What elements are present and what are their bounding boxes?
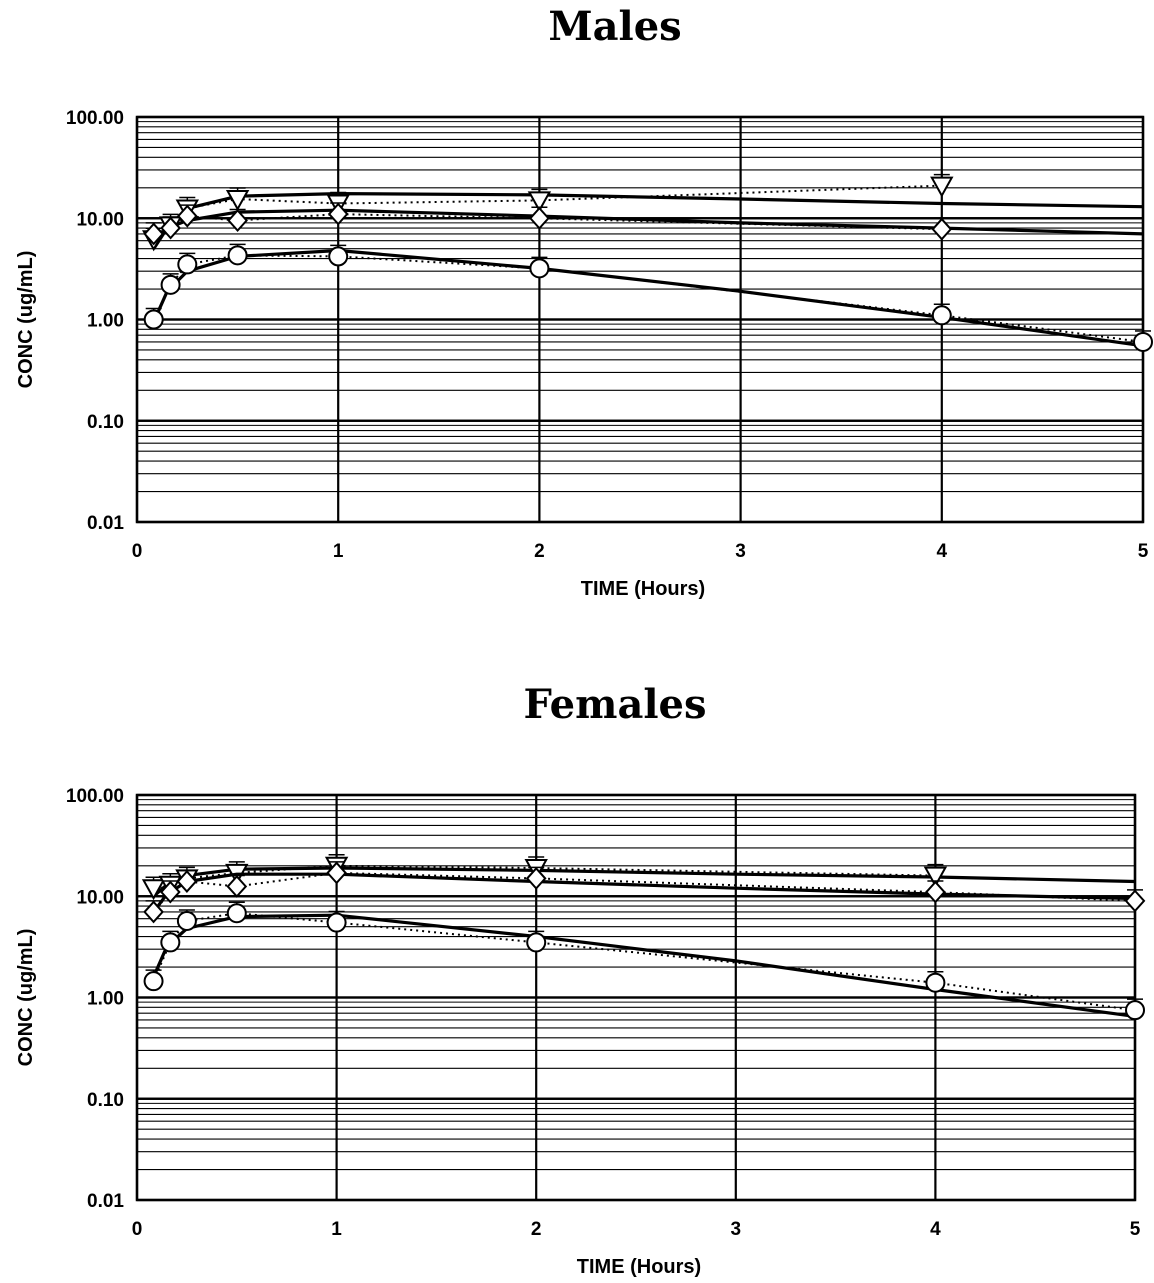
y-tick-label: 0.01 <box>87 1191 124 1212</box>
data-point-triangle <box>141 879 166 901</box>
x-tick-label: 3 <box>731 1219 742 1240</box>
data-point-circle <box>160 274 181 295</box>
x-tick-label: 5 <box>1138 541 1149 562</box>
data-point-diamond <box>176 204 198 228</box>
data-point-diamond <box>227 209 248 233</box>
chart-title: Females <box>523 681 706 728</box>
data-point-diamond <box>143 222 165 246</box>
chart-panel-females: Females 0 1 2 3 4 5 100.00 10.00 1.00 0.10 0.01 TIM… <box>15 681 1146 1278</box>
data-point-circle <box>143 971 164 992</box>
x-tick-label: 2 <box>531 1219 542 1240</box>
data-point-diamond <box>226 874 248 898</box>
y-tick-label: 1.00 <box>87 311 124 332</box>
x-tick-label: 2 <box>534 541 545 562</box>
data-point-circle <box>326 912 347 933</box>
data-point-circle <box>529 258 550 279</box>
data-point-circle <box>176 910 197 931</box>
chart-title: Males <box>548 3 681 50</box>
data-point-triangle <box>527 191 552 213</box>
data-point-circle <box>177 254 198 275</box>
data-point-circle <box>143 309 164 330</box>
data-point-diamond <box>176 869 198 893</box>
y-tick-label: 10.00 <box>76 209 124 230</box>
y-tick-label: 0.10 <box>87 1090 124 1111</box>
observed-line-circle <box>152 912 1136 1012</box>
chart-panel-males: Males 0 1 2 3 4 5 100.00 10.00 1.00 0.10 0.01 TIME … <box>15 3 1153 600</box>
data-point-triangle <box>923 866 948 888</box>
data-point-diamond <box>931 217 953 241</box>
y-axis-label: CONC (ug/mL) <box>15 251 37 389</box>
data-point-circle <box>160 932 181 953</box>
x-tick-label: 5 <box>1130 1219 1141 1240</box>
y-tick-label: 10.00 <box>76 887 124 908</box>
x-tick-label: 0 <box>132 1219 143 1240</box>
y-tick-label: 0.01 <box>87 513 124 534</box>
x-tick-label: 4 <box>930 1219 941 1240</box>
data-point-diamond <box>326 861 347 885</box>
x-axis-label: TIME (Hours) <box>581 578 705 600</box>
data-point-diamond <box>160 216 181 240</box>
data-point-circle <box>526 932 547 953</box>
x-tick-label: 0 <box>132 541 143 562</box>
x-tick-label: 1 <box>331 1219 342 1240</box>
data-point-diamond <box>327 202 349 226</box>
data-point-circle <box>1133 331 1153 352</box>
data-point-diamond <box>143 900 164 924</box>
data-point-circle <box>1125 1000 1145 1021</box>
y-tick-label: 100.00 <box>66 786 124 807</box>
data-point-diamond <box>525 866 547 890</box>
x-tick-label: 1 <box>333 541 344 562</box>
y-tick-label: 1.00 <box>87 989 124 1010</box>
data-point-circle <box>227 245 248 266</box>
data-point-circle <box>931 305 952 326</box>
data-point-triangle <box>225 189 250 212</box>
data-point-circle <box>925 972 946 993</box>
y-tick-label: 0.10 <box>87 412 124 433</box>
y-tick-label: 100.00 <box>66 108 124 129</box>
data-point-diamond <box>529 206 550 230</box>
y-axis-label: CONC (ug/mL) <box>15 929 37 1067</box>
data-point-circle <box>328 246 349 267</box>
data-point-diamond <box>925 880 946 904</box>
x-tick-label: 3 <box>735 541 746 562</box>
x-tick-label: 4 <box>937 541 948 562</box>
data-point-triangle <box>930 176 954 198</box>
x-axis-label: TIME (Hours) <box>577 1256 701 1278</box>
data-point-circle <box>226 903 247 924</box>
data-point-diamond <box>159 880 181 904</box>
data-point-diamond <box>1124 889 1146 913</box>
